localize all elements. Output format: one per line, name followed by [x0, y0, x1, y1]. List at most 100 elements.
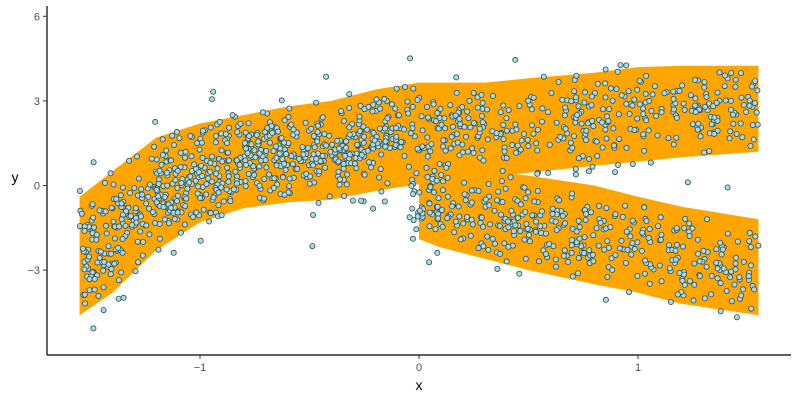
data-point — [414, 213, 421, 220]
data-point — [701, 295, 708, 302]
data-point — [474, 104, 481, 111]
data-point — [521, 130, 528, 137]
data-point — [313, 99, 320, 106]
data-point — [96, 254, 103, 261]
data-point — [734, 238, 741, 245]
data-point — [701, 79, 708, 86]
ribbon-lower-branch — [419, 160, 759, 316]
data-point — [500, 122, 507, 129]
data-point — [283, 151, 290, 158]
data-point — [730, 120, 737, 127]
data-point — [641, 204, 648, 211]
data-point — [737, 120, 744, 127]
data-point — [168, 157, 175, 164]
data-point — [288, 121, 295, 128]
data-point — [694, 236, 701, 243]
data-point — [599, 119, 606, 126]
data-point — [706, 148, 713, 155]
data-point — [532, 228, 539, 235]
data-point — [449, 123, 456, 130]
data-point — [512, 56, 519, 63]
data-point — [500, 102, 507, 109]
data-point — [645, 127, 652, 134]
data-point — [493, 130, 500, 137]
data-point — [745, 273, 752, 280]
data-point — [404, 98, 411, 105]
data-point — [156, 235, 163, 242]
data-point — [589, 117, 596, 124]
data-point — [697, 133, 704, 140]
data-point — [590, 123, 597, 130]
data-point — [409, 205, 416, 212]
data-point — [615, 161, 622, 168]
data-point — [182, 148, 189, 155]
data-point — [754, 87, 761, 94]
data-point — [743, 108, 750, 115]
data-point — [145, 193, 152, 200]
data-point — [718, 251, 725, 258]
data-point — [728, 70, 735, 77]
data-point — [569, 144, 576, 151]
data-point — [494, 265, 501, 272]
data-point — [294, 165, 301, 172]
data-point — [452, 112, 459, 119]
data-point — [419, 143, 426, 150]
data-point — [314, 128, 321, 135]
data-point — [568, 98, 575, 105]
data-point — [627, 233, 634, 240]
data-point — [381, 198, 388, 205]
data-point — [360, 123, 367, 130]
data-point — [273, 162, 280, 169]
data-point — [493, 197, 500, 204]
data-point — [534, 187, 541, 194]
data-point — [133, 153, 140, 160]
data-point — [586, 247, 593, 254]
data-point — [186, 179, 193, 186]
data-point — [122, 222, 129, 229]
data-point — [442, 125, 449, 132]
data-point — [538, 229, 545, 236]
data-point — [549, 205, 556, 212]
data-point — [599, 144, 606, 151]
data-point — [143, 222, 150, 229]
data-point — [489, 235, 496, 242]
data-point — [79, 245, 86, 252]
data-point — [701, 149, 708, 156]
data-point — [153, 156, 160, 163]
data-point — [553, 263, 560, 270]
data-point — [81, 291, 88, 298]
data-point — [448, 133, 455, 140]
data-point — [730, 111, 737, 118]
data-point — [199, 127, 206, 134]
data-point — [732, 260, 739, 267]
data-point — [440, 137, 447, 144]
data-point — [299, 144, 306, 151]
data-point — [378, 188, 385, 195]
data-point — [153, 199, 160, 206]
data-point — [437, 105, 444, 112]
data-point — [641, 147, 648, 154]
data-point — [182, 203, 189, 210]
data-point — [364, 147, 371, 154]
data-point — [497, 211, 504, 218]
data-point — [135, 259, 142, 266]
data-point — [193, 209, 200, 216]
data-point — [376, 125, 383, 132]
data-point — [655, 223, 662, 230]
data-point — [195, 169, 202, 176]
data-point — [402, 84, 409, 91]
data-point — [159, 151, 166, 158]
data-point — [509, 141, 516, 148]
data-point — [670, 88, 677, 95]
data-point — [483, 106, 490, 113]
data-point — [423, 104, 430, 111]
data-point — [728, 298, 735, 305]
data-point — [435, 195, 442, 202]
data-point — [444, 193, 451, 200]
data-point — [631, 245, 638, 252]
data-point — [307, 173, 314, 180]
data-point — [393, 125, 400, 132]
data-point — [416, 189, 423, 196]
data-point — [516, 270, 523, 277]
data-point — [555, 78, 562, 85]
